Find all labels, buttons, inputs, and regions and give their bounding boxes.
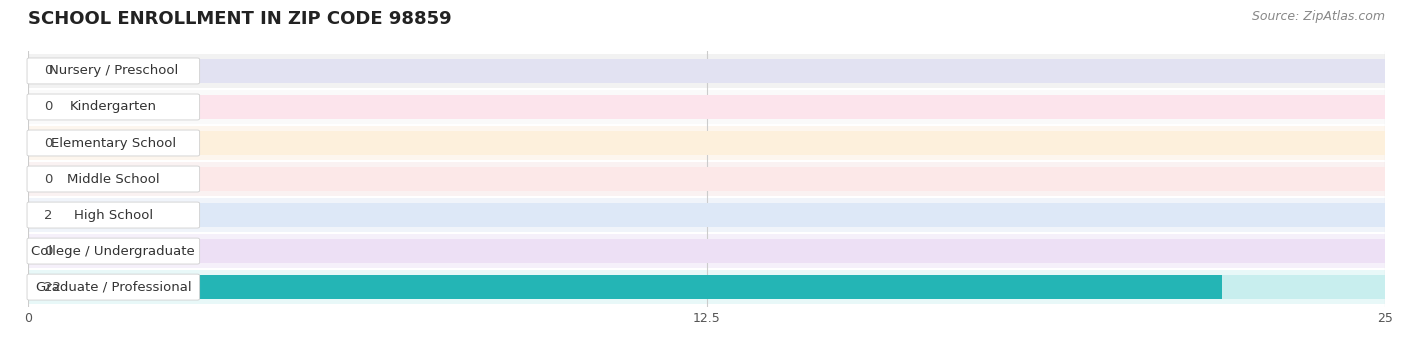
Text: Elementary School: Elementary School	[51, 136, 176, 149]
Bar	[28, 239, 1385, 263]
Text: Nursery / Preschool: Nursery / Preschool	[49, 64, 179, 77]
FancyBboxPatch shape	[27, 274, 200, 300]
Bar	[28, 275, 1222, 299]
Text: College / Undergraduate: College / Undergraduate	[31, 244, 195, 257]
Text: 0: 0	[45, 64, 53, 77]
FancyBboxPatch shape	[27, 58, 200, 84]
Text: Kindergarten: Kindergarten	[70, 101, 157, 114]
Text: 0: 0	[45, 101, 53, 114]
FancyBboxPatch shape	[27, 238, 200, 264]
Bar	[28, 126, 1385, 160]
Text: 0: 0	[45, 244, 53, 257]
Bar	[28, 131, 1385, 155]
Bar	[28, 203, 1385, 227]
Text: SCHOOL ENROLLMENT IN ZIP CODE 98859: SCHOOL ENROLLMENT IN ZIP CODE 98859	[28, 10, 451, 28]
Bar	[28, 54, 1385, 88]
Text: Middle School: Middle School	[67, 173, 160, 186]
Bar	[28, 95, 1385, 119]
FancyBboxPatch shape	[27, 166, 200, 192]
Text: 0: 0	[45, 173, 53, 186]
Text: 0: 0	[45, 136, 53, 149]
Bar	[28, 59, 1385, 83]
Bar	[28, 198, 1385, 232]
FancyBboxPatch shape	[27, 94, 200, 120]
Bar	[28, 275, 1385, 299]
Bar	[28, 90, 1385, 124]
Text: Source: ZipAtlas.com: Source: ZipAtlas.com	[1251, 10, 1385, 23]
Bar	[28, 167, 1385, 191]
Text: High School: High School	[73, 209, 153, 222]
Text: 22: 22	[45, 281, 62, 294]
FancyBboxPatch shape	[27, 202, 200, 228]
Text: 2: 2	[45, 209, 53, 222]
Text: Graduate / Professional: Graduate / Professional	[35, 281, 191, 294]
Bar	[28, 234, 1385, 268]
Bar	[28, 162, 1385, 196]
Bar	[28, 203, 136, 227]
FancyBboxPatch shape	[27, 130, 200, 156]
Bar	[28, 270, 1385, 304]
